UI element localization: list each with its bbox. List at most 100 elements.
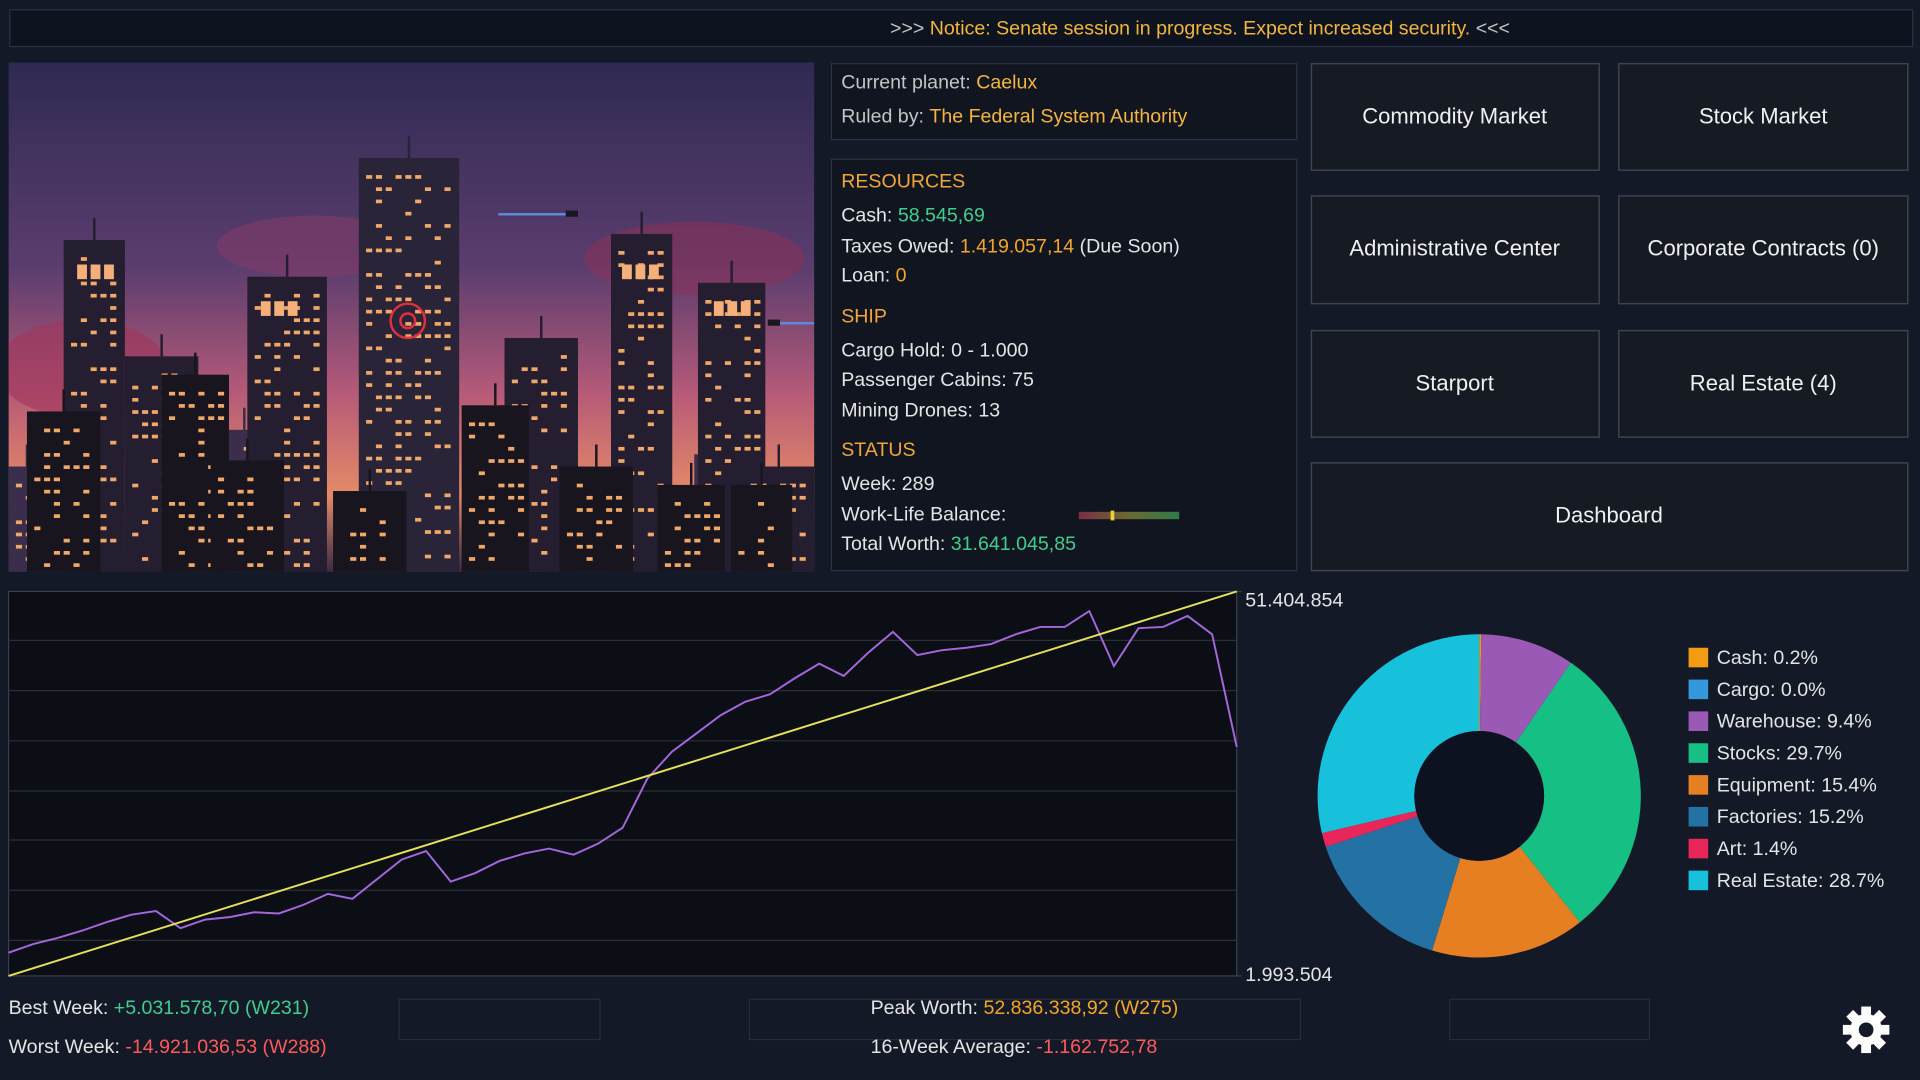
real-estate-button[interactable]: Real Estate (4) [1618,329,1909,438]
window [517,483,525,488]
label: Cash: [841,205,892,227]
label: Current planet: [841,71,971,93]
button-label: Administrative Center [1349,236,1560,261]
window [508,459,515,463]
window [237,489,244,494]
window [313,453,320,457]
window [478,471,485,476]
window [100,477,107,482]
window [541,551,548,555]
window [71,342,78,347]
window [385,334,392,338]
window [704,502,711,506]
window [715,446,722,451]
worst-week-value: -14.921.036,53 (W288) [125,1036,326,1058]
window [488,422,495,427]
window [517,508,525,512]
window [303,453,310,457]
window [284,428,291,433]
window [313,440,320,445]
button-label: Commodity Market [1362,103,1547,128]
label: Worst Week: [9,1036,120,1058]
window [405,211,412,216]
window [71,391,78,396]
window [424,334,432,338]
y-tick-label: 1.993.504 [1245,964,1332,986]
slot [1449,998,1650,1041]
window [254,306,261,310]
label: Peak Worth: [871,997,978,1019]
window [415,175,422,179]
window [83,551,90,555]
gear-tooth [1871,1034,1887,1050]
window [488,557,495,561]
window [385,395,392,400]
window [110,538,117,543]
window [360,532,367,537]
window [284,551,291,555]
window [478,544,485,549]
window [44,489,51,494]
legend-label: Real Estate: 28.7% [1717,870,1885,892]
window [34,477,41,482]
window [531,379,538,384]
antenna [160,334,163,357]
notice-suffix: <<< [1476,18,1510,40]
window [444,334,451,338]
gear-tooth [1878,1024,1890,1035]
button-label: Stock Market [1699,103,1828,128]
window [647,532,654,537]
window [488,508,495,512]
window [551,465,558,469]
window [44,453,51,457]
window [198,526,205,531]
window [266,526,274,531]
stock-market-button[interactable]: Stock Market [1618,62,1909,171]
window [705,300,712,304]
window [53,477,60,482]
corporate-contracts-button[interactable]: Corporate Contracts (0) [1618,195,1909,305]
window [375,309,383,314]
big-window [104,264,114,280]
window [738,551,745,555]
window [586,557,593,561]
big-window [90,264,101,280]
window [395,444,402,449]
window [63,551,70,555]
window [734,446,741,451]
window [724,459,732,463]
window [313,342,320,347]
window [724,434,732,439]
window [395,432,402,436]
dashboard-button[interactable]: Dashboard [1310,462,1909,572]
label: Best Week: [9,997,109,1019]
settings-button[interactable] [1842,1006,1890,1054]
window [405,273,412,277]
administrative-center-button[interactable]: Administrative Center [1310,195,1600,305]
window [247,502,254,506]
window [424,530,432,534]
window [637,336,645,341]
window [444,505,451,510]
window [684,514,691,518]
window [618,348,625,353]
window [274,404,281,408]
window [274,342,281,347]
window [110,293,117,298]
window [168,391,176,396]
window [647,422,654,427]
window [444,493,451,498]
window [576,544,583,549]
window [110,318,117,323]
window [754,410,761,414]
window [478,495,485,500]
commodity-market-button[interactable]: Commodity Market [1310,62,1600,171]
legend-label: Cargo: 0.0% [1717,679,1826,701]
window [395,248,402,253]
window [405,236,412,240]
window [80,342,87,347]
window [142,422,149,427]
starport-button[interactable]: Starport [1310,329,1600,438]
window [551,477,558,482]
window [508,483,515,488]
